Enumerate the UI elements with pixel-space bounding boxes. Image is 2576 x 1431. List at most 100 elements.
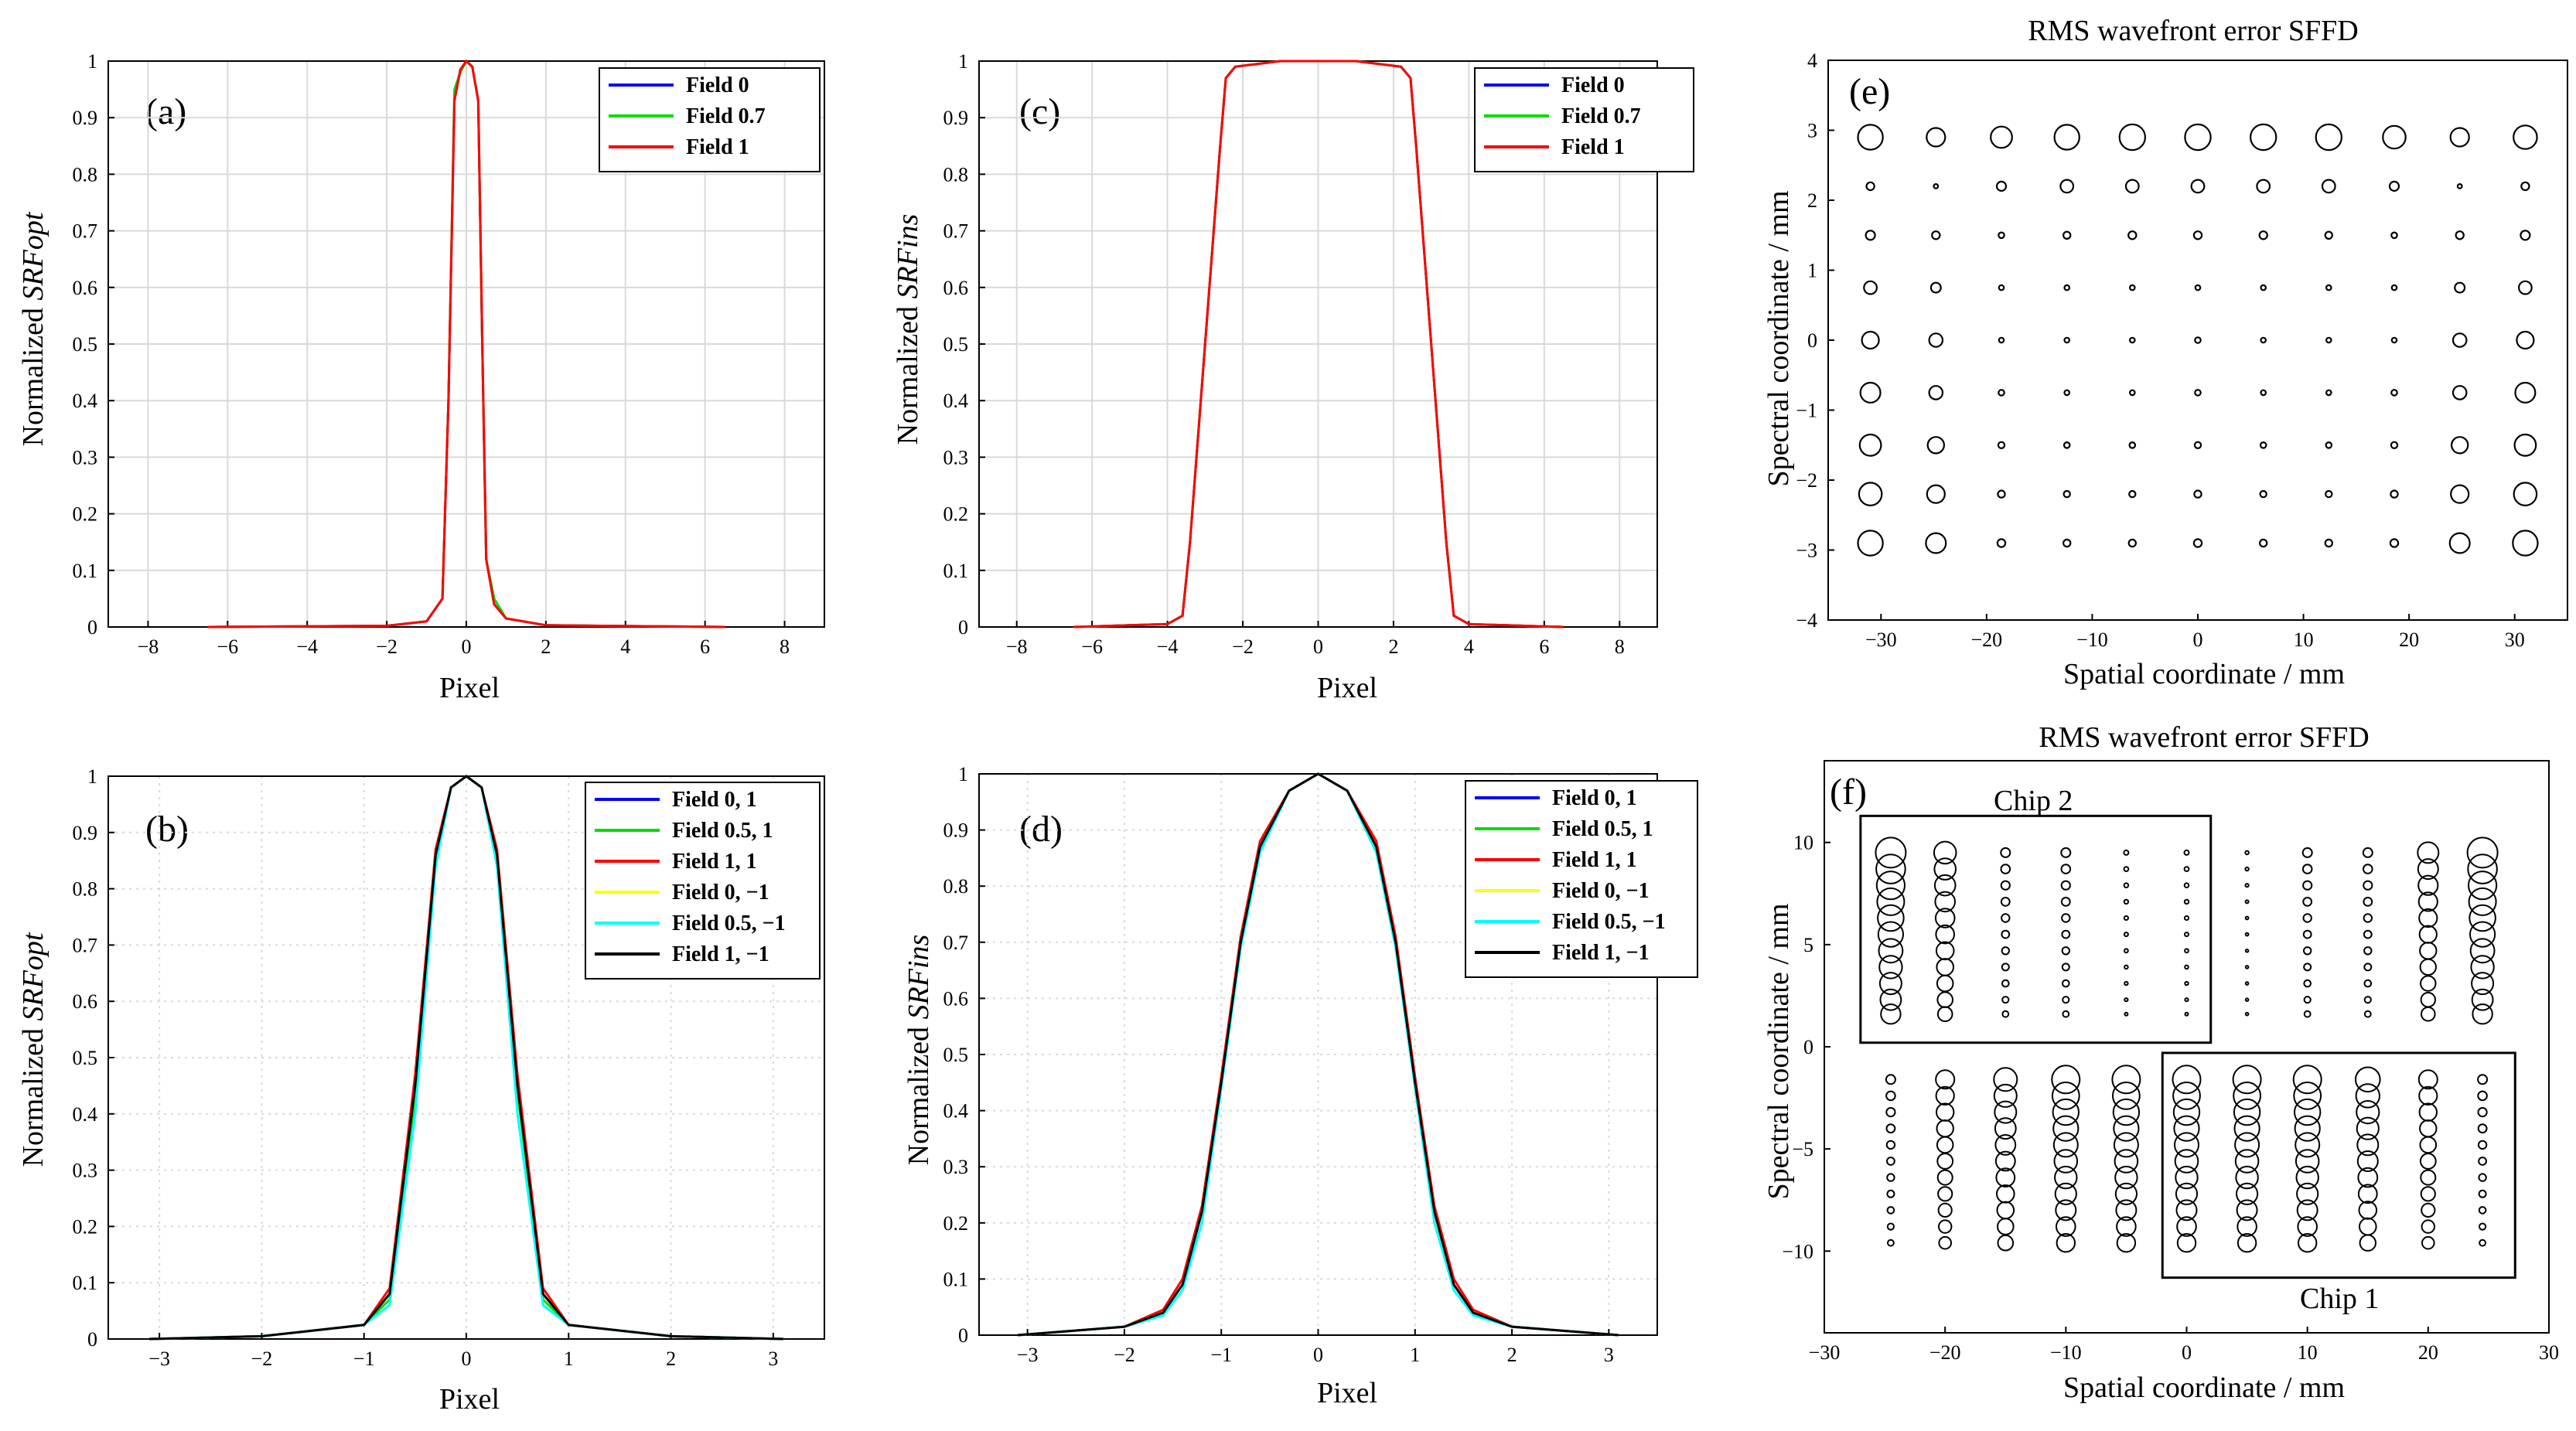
x-tick-label: −3 xyxy=(148,1348,170,1370)
wavefront-marker xyxy=(2421,1235,2435,1250)
legend-entry: Field 1, −1 xyxy=(1552,941,1650,965)
wavefront-marker xyxy=(2114,1182,2138,1205)
wavefront-marker xyxy=(2356,1116,2380,1140)
wavefront-marker xyxy=(2363,913,2373,923)
wavefront-marker xyxy=(1861,330,1880,350)
wavefront-marker xyxy=(2128,489,2137,499)
wavefront-marker xyxy=(2471,988,2494,1011)
wavefront-marker xyxy=(2363,864,2373,874)
legend-entry: Field 0 xyxy=(1561,73,1625,97)
wavefront-marker xyxy=(1996,1201,2015,1220)
wavefront-marker xyxy=(1997,1218,2015,1235)
wavefront-marker xyxy=(2001,979,2010,988)
wavefront-marker xyxy=(2468,887,2497,916)
y-tick-label: 0.8 xyxy=(73,163,98,186)
wavefront-marker xyxy=(2449,127,2470,148)
wavefront-marker xyxy=(1994,1117,2017,1140)
wavefront-marker xyxy=(2418,908,2438,928)
wavefront-marker xyxy=(2325,284,2332,291)
wavefront-marker xyxy=(2513,482,2538,506)
y-tick-label: 0.1 xyxy=(943,1268,969,1290)
wavefront-marker xyxy=(1885,1123,1896,1134)
wavefront-marker xyxy=(2260,284,2267,291)
wavefront-marker xyxy=(2060,880,2071,891)
wavefront-marker xyxy=(1886,1206,1895,1215)
wavefront-marker xyxy=(2124,948,2129,954)
wavefront-marker xyxy=(2194,336,2202,344)
wavefront-marker xyxy=(2116,1216,2137,1237)
panel-b-label: (b) xyxy=(145,809,189,850)
wavefront-marker xyxy=(2417,874,2439,896)
y-tick-label: 0.1 xyxy=(73,560,98,582)
wavefront-marker xyxy=(1995,180,2008,192)
wavefront-marker xyxy=(2419,1119,2438,1138)
y-tick-label: 0 xyxy=(958,616,968,639)
wavefront-marker xyxy=(1935,1069,1956,1090)
y-tick-label: 0.9 xyxy=(73,822,98,844)
x-tick-label: 3 xyxy=(768,1348,778,1370)
wavefront-marker xyxy=(2517,280,2533,295)
wavefront-marker xyxy=(2260,389,2267,397)
y-tick-label: 0 xyxy=(87,616,97,639)
wavefront-marker xyxy=(2001,996,2010,1004)
wavefront-marker xyxy=(2382,124,2407,150)
wavefront-marker xyxy=(2321,179,2336,194)
wavefront-marker xyxy=(1936,1153,1954,1170)
wavefront-marker xyxy=(1936,1119,1954,1138)
x-tick-label: 0 xyxy=(462,635,472,658)
x-tick-label: 30 xyxy=(2505,629,2525,651)
wavefront-marker xyxy=(1934,891,1956,913)
wavefront-marker xyxy=(1878,972,1902,996)
legend-entry: Field 0.7 xyxy=(1561,104,1641,128)
wavefront-marker xyxy=(2325,489,2333,499)
x-tick-label: 6 xyxy=(1539,635,1549,658)
y-tick-label: 0.9 xyxy=(943,107,969,129)
legend-entry: Field 0.5, −1 xyxy=(672,911,786,935)
y-tick-label: 0.3 xyxy=(73,1160,98,1182)
wavefront-marker xyxy=(2061,946,2071,956)
wavefront-marker xyxy=(2054,1182,2077,1205)
panel-b: Pixel Normalized SRFopt (b) −3 −2 −1 0 1 2 3 0 0… xyxy=(17,765,825,1416)
wavefront-marker xyxy=(2172,1065,2202,1095)
wavefront-marker xyxy=(2112,1082,2141,1110)
x-tick-label: 3 xyxy=(1604,1344,1614,1366)
wavefront-marker xyxy=(2192,230,2203,240)
x-tick-label: −2 xyxy=(376,635,397,658)
wavefront-marker xyxy=(2363,979,2373,988)
wavefront-marker xyxy=(2062,979,2070,988)
wavefront-marker xyxy=(1875,853,1906,884)
wavefront-marker xyxy=(2302,913,2312,923)
wavefront-marker xyxy=(1876,887,1906,916)
y-tick-label: 0.4 xyxy=(943,1100,969,1123)
wavefront-marker xyxy=(2260,336,2267,344)
wavefront-marker xyxy=(2417,891,2438,912)
wavefront-marker xyxy=(2114,1149,2139,1174)
wavefront-marker xyxy=(2001,963,2010,972)
wavefront-marker xyxy=(2421,1006,2436,1022)
x-tick-label: 4 xyxy=(620,635,630,658)
wavefront-marker xyxy=(2129,336,2136,344)
wavefront-marker xyxy=(2123,866,2130,872)
wavefront-marker xyxy=(1996,1184,2015,1204)
y-tick-label: 0 xyxy=(1807,329,1817,352)
wavefront-marker xyxy=(2183,866,2190,872)
y-tick-label: 0.7 xyxy=(73,934,98,956)
y-tick-label: 3 xyxy=(1807,120,1817,142)
wavefront-marker xyxy=(2418,925,2438,944)
y-tick-label: 0.6 xyxy=(943,277,969,299)
wavefront-marker xyxy=(2451,332,2468,348)
x-tick-label: 10 xyxy=(2294,629,2314,651)
wavefront-marker xyxy=(2295,1149,2320,1174)
legend-entry: Field 1, −1 xyxy=(672,942,769,966)
wavefront-marker xyxy=(2355,1083,2381,1109)
wavefront-marker xyxy=(1878,955,1903,980)
wavefront-marker xyxy=(1993,1083,2018,1108)
wavefront-marker xyxy=(1990,125,2013,149)
wavefront-marker xyxy=(1885,1090,1896,1102)
wavefront-marker xyxy=(1926,484,1946,504)
wavefront-marker xyxy=(2001,946,2011,956)
wavefront-marker xyxy=(2390,284,2398,291)
wavefront-marker xyxy=(1885,1140,1896,1150)
wavefront-marker xyxy=(2127,230,2138,240)
